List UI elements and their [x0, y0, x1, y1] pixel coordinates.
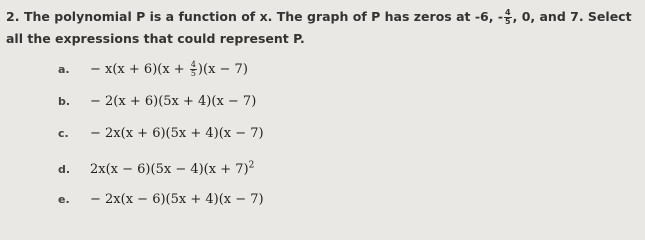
question-number: 2.	[6, 9, 20, 24]
page: 2. The polynomial P is a function of x. T…	[6, 6, 636, 210]
exponent: 2	[248, 161, 255, 171]
option[interactable]: b. − 2(x + 6)(5x + 4)(x − 7)	[58, 92, 256, 112]
expression: − x(x + 6)(x + 4 5)(x − 7)	[90, 60, 248, 78]
option-label: e.	[58, 193, 70, 206]
denominator: 5	[190, 69, 196, 78]
expression-text: − x(x + 6)(x +	[90, 62, 189, 77]
expression: 2x(x − 6)(5x − 4)(x + 7)2	[90, 161, 255, 178]
question-text: , 0, and 7. Select all the expressions t…	[6, 9, 632, 46]
option[interactable]: d. 2x(x − 6)(5x − 4)(x + 7)2	[58, 156, 254, 180]
option-label: a.	[58, 63, 70, 76]
question: 2. The polynomial P is a function of x. T…	[6, 6, 636, 50]
expression-text: − 2x(x − 6)(5x + 4)(x − 7)	[90, 192, 264, 207]
option-label: d.	[58, 163, 71, 177]
expression-text: − 2x(x + 6)(5x + 4)(x − 7)	[90, 126, 264, 141]
expression: − 2x(x − 6)(5x + 4)(x − 7)	[90, 192, 264, 207]
numerator: 4	[504, 8, 512, 18]
numerator: 4	[189, 60, 197, 70]
expression-text: )(x − 7)	[197, 62, 248, 77]
option[interactable]: e. − 2x(x − 6)(5x + 4)(x − 7)	[58, 190, 264, 210]
option[interactable]: a. − x(x + 6)(x + 4 5)(x − 7)	[58, 60, 248, 80]
expression-text: − 2(x + 6)(5x + 4)(x − 7)	[90, 94, 257, 109]
denominator: 5	[505, 17, 511, 26]
question-text: The polynomial P is a function of x. The…	[24, 9, 504, 24]
option-label: c.	[58, 127, 69, 140]
option-label: b.	[58, 95, 71, 108]
expression: − 2x(x + 6)(5x + 4)(x − 7)	[90, 126, 264, 141]
option[interactable]: c. − 2x(x + 6)(5x + 4)(x − 7)	[58, 124, 264, 144]
expression: − 2(x + 6)(5x + 4)(x − 7)	[90, 94, 256, 109]
expression-text: 2x(x − 6)(5x − 4)(x + 7)	[90, 162, 249, 178]
